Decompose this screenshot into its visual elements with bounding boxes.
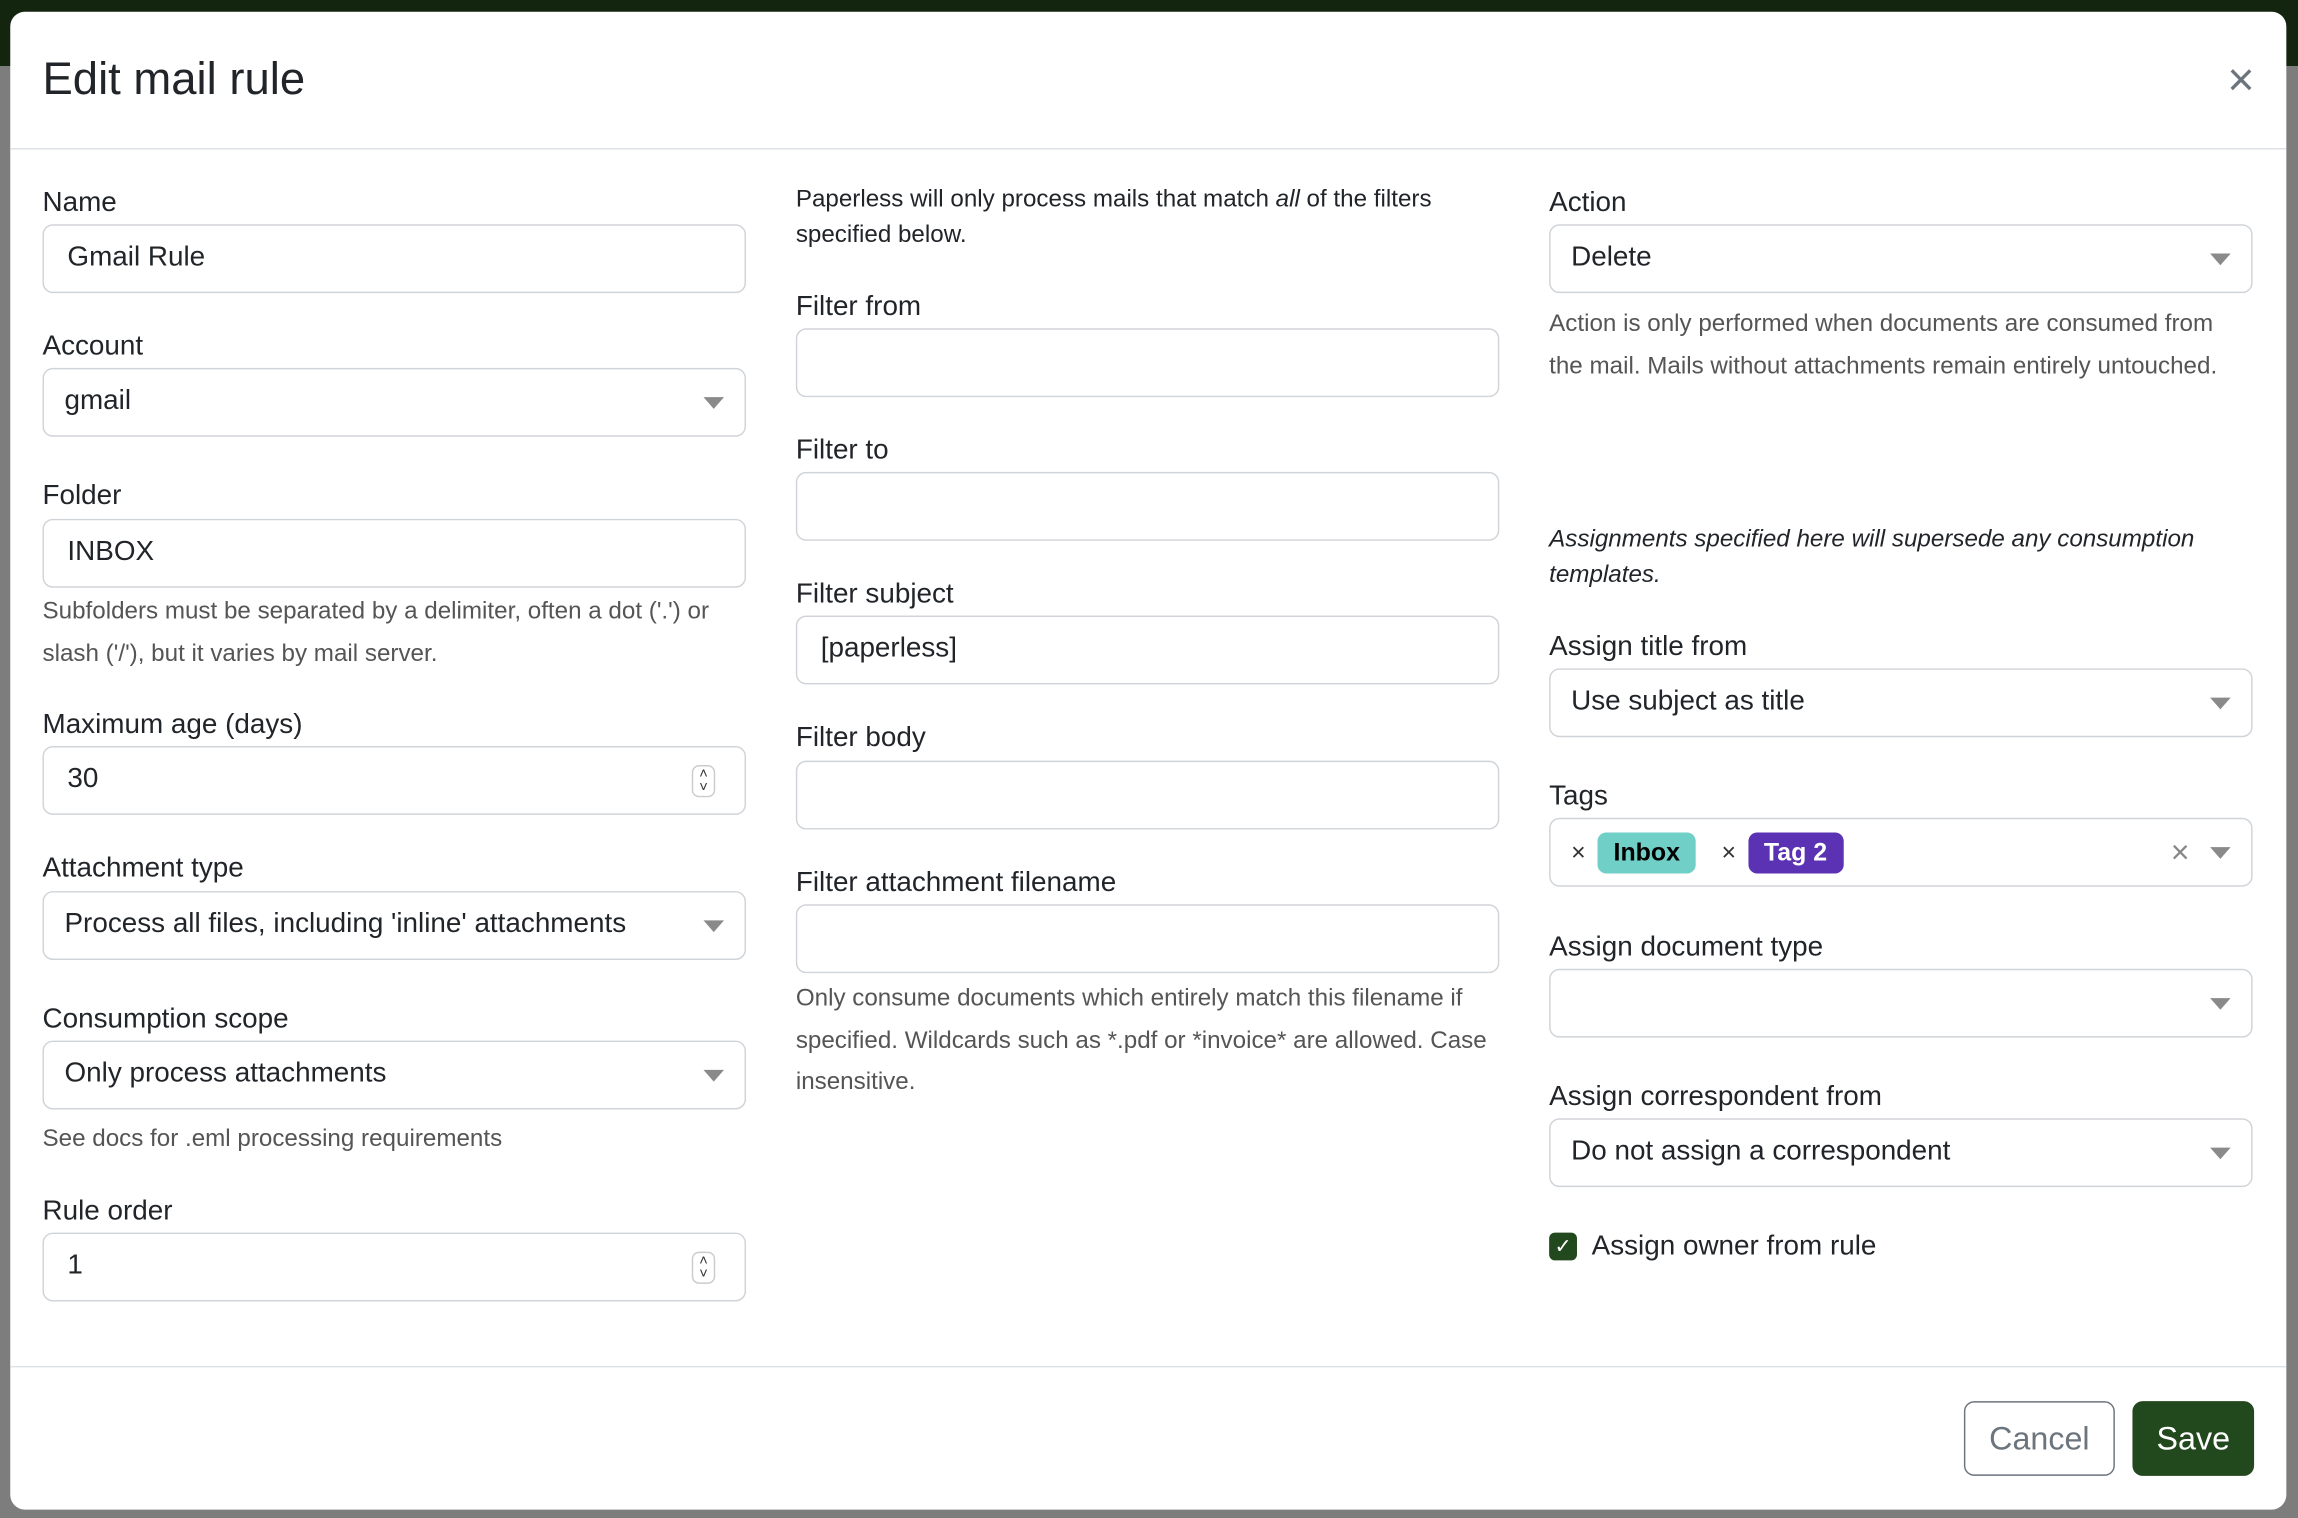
folder-input[interactable]: INBOX [42, 518, 746, 588]
intro-emphasis: all [1275, 186, 1300, 213]
number-stepper-icon[interactable]: ˄ ˅ [691, 1251, 716, 1284]
max-age-value: 30 [67, 763, 99, 795]
filters-intro: Paperless will only process mails that m… [796, 182, 1499, 252]
filter-attachment-label: Filter attachment filename [795, 867, 1117, 899]
doc-type-select[interactable] [1549, 968, 2253, 1038]
owner-checkbox[interactable]: ✓ [1549, 1232, 1577, 1261]
tags-label: Tags [1549, 781, 1608, 812]
folder-help: Subfolders must be separated by a delimi… [42, 597, 710, 667]
folder-label: Folder [42, 480, 122, 512]
chevron-down-icon [2210, 1147, 2231, 1160]
assignments-note: Assignments specified here will supersed… [1549, 526, 2195, 588]
correspondent-label: Assign correspondent from [1549, 1081, 1882, 1113]
attachment-type-label: Attachment type [42, 852, 244, 884]
filter-body-input[interactable] [795, 760, 1500, 830]
tags-select[interactable]: × Inbox × Tag 2 × [1549, 817, 2253, 887]
action-help: Action is only performed when documents … [1549, 310, 2218, 379]
cancel-button[interactable]: Cancel [1963, 1401, 2115, 1476]
consumption-scope-help: See docs for .eml processing requirement… [42, 1125, 503, 1152]
number-stepper-icon[interactable]: ˄ ˅ [691, 765, 716, 798]
modal-title: Edit mail rule [42, 52, 306, 105]
rule-order-label: Rule order [42, 1195, 173, 1227]
tag-chip-inbox: Inbox [1597, 832, 1697, 874]
rule-order-value: 1 [67, 1250, 83, 1281]
consumption-scope-label: Consumption scope [42, 1003, 289, 1035]
intro-text: Paperless will only process mails that m… [795, 186, 1276, 213]
account-label: Account [42, 331, 144, 363]
action-label: Action [1549, 187, 1627, 219]
save-button[interactable]: Save [2132, 1401, 2255, 1476]
filter-subject-label: Filter subject [795, 578, 954, 610]
action-value: Delete [1571, 241, 1652, 273]
attachment-type-value: Process all files, including 'inline' at… [64, 908, 627, 940]
filter-from-label: Filter from [795, 291, 922, 323]
rule-order-input[interactable]: 1 ˄ ˅ [42, 1232, 746, 1302]
remove-tag-icon[interactable]: × [1721, 838, 1737, 867]
intro-text-end: of the filters specified below. [795, 186, 1432, 248]
clear-all-icon[interactable]: × [2170, 833, 2190, 871]
name-label: Name [42, 187, 117, 219]
chevron-down-icon [2210, 998, 2231, 1010]
assign-title-value: Use subject as title [1571, 685, 1805, 717]
filter-to-label: Filter to [795, 435, 889, 467]
filter-from-input[interactable] [795, 328, 1500, 398]
owner-checkbox-label[interactable]: Assign owner from rule [1591, 1231, 1877, 1262]
chevron-down-icon [2210, 847, 2231, 859]
attachment-type-select[interactable]: Process all files, including 'inline' at… [42, 891, 746, 960]
max-age-input[interactable]: 30 ˄ ˅ [42, 745, 746, 815]
chevron-down-icon [703, 397, 725, 409]
edit-mail-rule-dialog: Edit mail rule × Name Gmail Rule Account… [10, 11, 2287, 1510]
name-input[interactable]: Gmail Rule [42, 224, 746, 294]
filter-attachment-input[interactable] [795, 904, 1500, 974]
chevron-down-icon [2210, 697, 2231, 710]
max-age-label: Maximum age (days) [42, 709, 303, 741]
filter-to-input[interactable] [795, 471, 1500, 541]
tag-chip-tag-2: Tag 2 [1747, 832, 1844, 874]
account-value: gmail [64, 385, 132, 417]
assign-title-label: Assign title from [1549, 631, 1748, 663]
assign-title-select[interactable]: Use subject as title [1549, 668, 2253, 738]
doc-type-label: Assign document type [1549, 932, 1824, 963]
consumption-scope-select[interactable]: Only process attachments [42, 1040, 746, 1110]
filter-subject-input[interactable]: [paperless] [795, 615, 1500, 685]
correspondent-select[interactable]: Do not assign a correspondent [1549, 1118, 2253, 1188]
chevron-down-icon [703, 1069, 725, 1082]
modal-footer: Cancel Save [10, 1365, 2287, 1510]
close-icon[interactable]: × [2227, 52, 2255, 106]
modal-header: Edit mail rule × [10, 12, 2287, 150]
filter-body-label: Filter body [795, 722, 926, 754]
consumption-scope-value: Only process attachments [64, 1058, 387, 1089]
action-select[interactable]: Delete [1549, 224, 2253, 294]
correspondent-value: Do not assign a correspondent [1571, 1135, 1951, 1167]
chevron-down-icon [703, 920, 725, 933]
chevron-down-icon [2210, 253, 2231, 266]
account-select[interactable]: gmail [42, 367, 746, 437]
remove-tag-icon[interactable]: × [1571, 838, 1586, 867]
filter-attachment-help: Only consume documents which entirely ma… [795, 984, 1487, 1095]
